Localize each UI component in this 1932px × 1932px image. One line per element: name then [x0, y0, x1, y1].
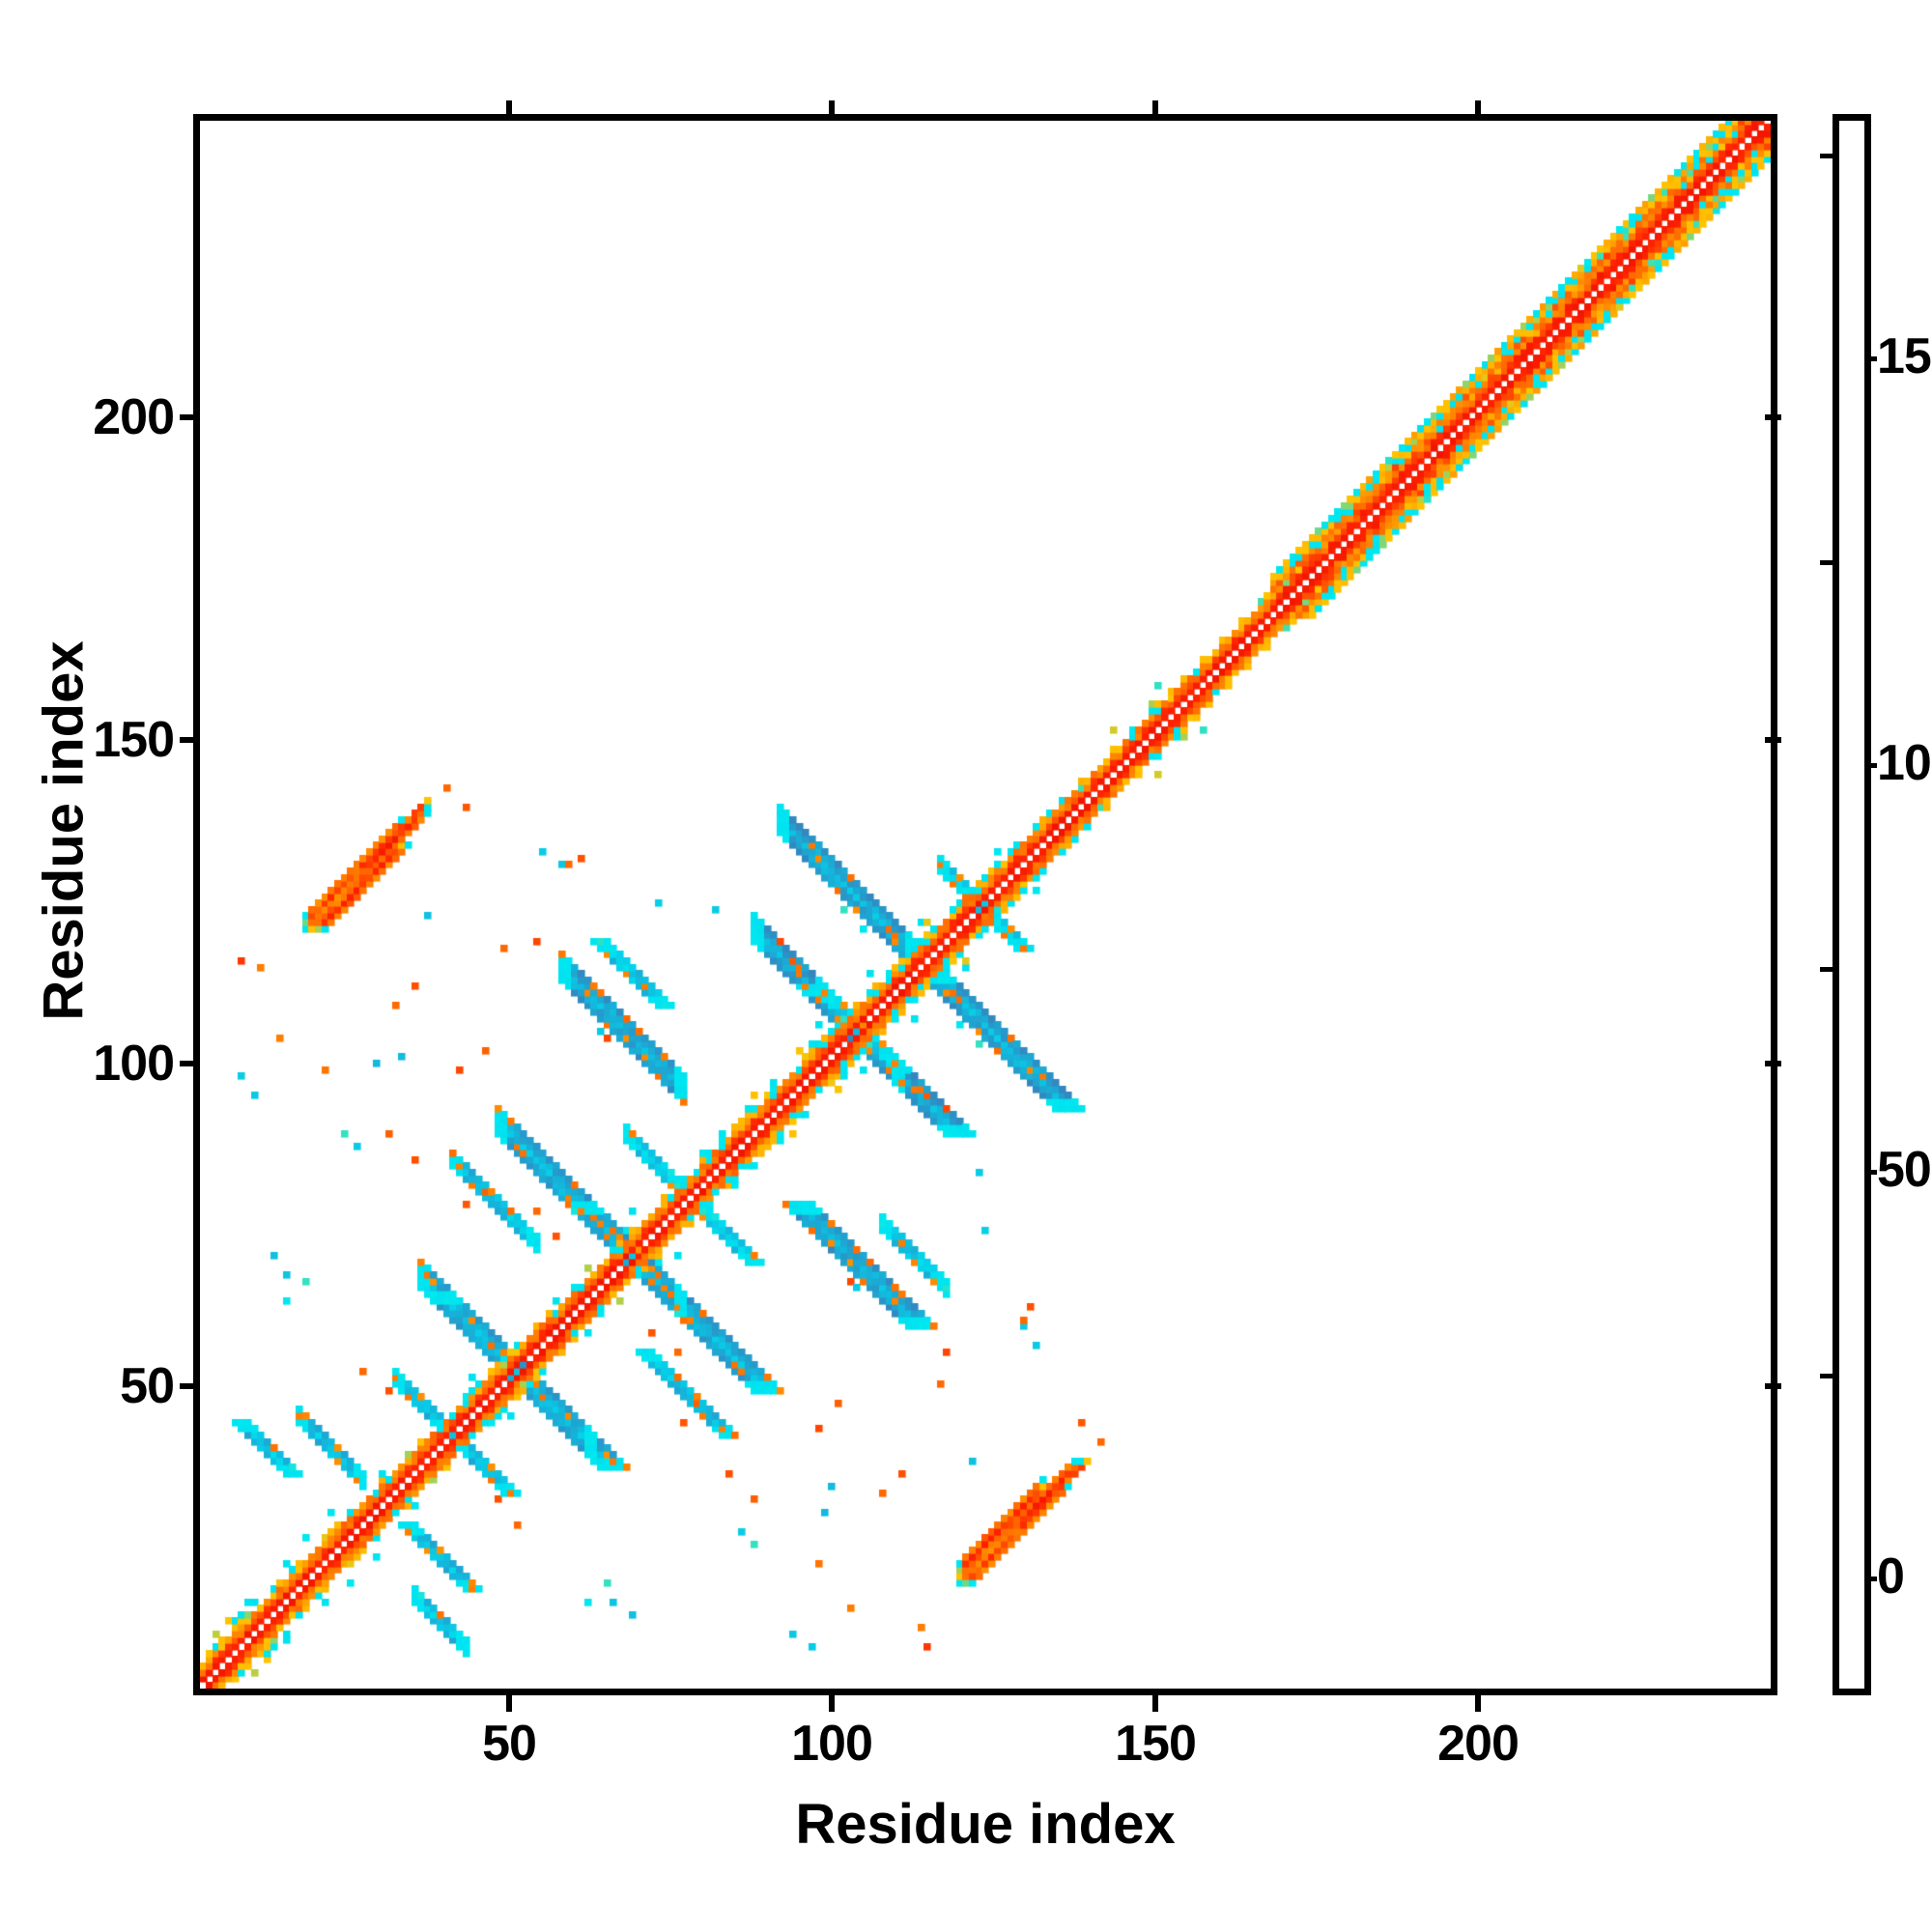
y-tick-label-100: 100 — [93, 1036, 175, 1092]
colorbar-minor-tick-75 — [1820, 967, 1833, 972]
contact-map-plot — [193, 114, 1777, 1695]
y-tick-label-200: 200 — [93, 389, 175, 445]
colorbar-minor-tick-125 — [1820, 560, 1833, 565]
y-right-tick-100 — [1765, 1061, 1781, 1066]
y-tick-200 — [180, 414, 196, 420]
x-tick-label-100: 100 — [791, 1716, 873, 1772]
y-tick-label-150: 150 — [93, 712, 175, 768]
x-tick-label-200: 200 — [1437, 1716, 1520, 1772]
y-right-tick-50 — [1765, 1383, 1781, 1389]
colorbar-minor-tick-25 — [1820, 1374, 1833, 1378]
contact-map-canvas — [200, 121, 1771, 1689]
colorbar-tick-150 — [1864, 356, 1877, 361]
x-top-tick-100 — [829, 100, 835, 117]
x-tick-100 — [829, 1695, 835, 1712]
x-tick-200 — [1475, 1695, 1481, 1712]
colorbar-minor-tick-175 — [1820, 154, 1833, 158]
x-top-tick-200 — [1475, 100, 1481, 117]
x-axis-title: Residue index — [795, 1793, 1176, 1856]
y-tick-150 — [180, 737, 196, 743]
y-tick-label-50: 50 — [120, 1358, 175, 1414]
y-axis-title: Residue index — [32, 640, 96, 1021]
y-right-tick-150 — [1765, 737, 1781, 743]
x-tick-50 — [506, 1695, 512, 1712]
colorbar-tick-100 — [1864, 763, 1877, 768]
y-right-tick-200 — [1765, 414, 1781, 420]
x-top-tick-50 — [506, 100, 512, 117]
x-tick-label-50: 50 — [482, 1716, 537, 1772]
colorbar-label-100: 100 — [1877, 735, 1932, 791]
x-tick-150 — [1152, 1695, 1158, 1712]
colorbar-tick-50 — [1864, 1170, 1877, 1175]
colorbar-label-150: 150 — [1877, 328, 1932, 384]
colorbar-label-0: 0 — [1877, 1548, 1905, 1605]
colorbar: 0 50 100 150 — [1820, 114, 1932, 1695]
y-tick-50 — [180, 1383, 196, 1389]
colorbar-frame — [1833, 114, 1871, 1695]
colorbar-tick-0 — [1864, 1577, 1877, 1581]
y-tick-100 — [180, 1061, 196, 1066]
x-top-tick-150 — [1152, 100, 1158, 117]
x-tick-label-150: 150 — [1115, 1716, 1197, 1772]
colorbar-label-50: 50 — [1877, 1142, 1932, 1198]
